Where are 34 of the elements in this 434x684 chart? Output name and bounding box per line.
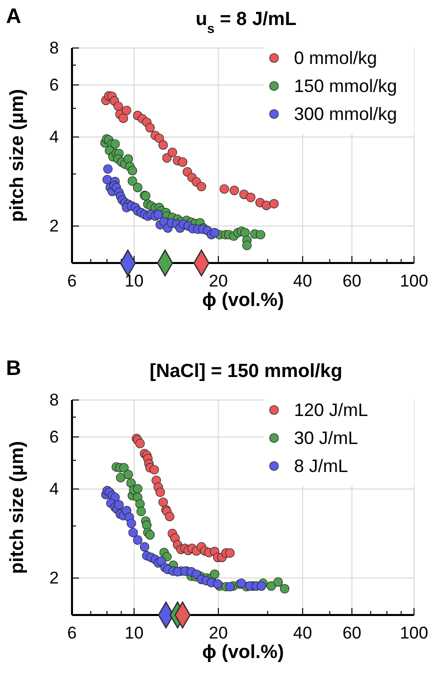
text: A: [6, 5, 22, 28]
legend-label: 8 J/mL: [294, 456, 348, 476]
y-tick-label: 2: [49, 568, 59, 588]
text: B: [6, 357, 22, 380]
y-tick-label: 8: [49, 390, 59, 410]
x-tick-label: 10: [124, 623, 144, 642]
legend-label: 300 mmol/kg: [294, 104, 398, 124]
chart-title: u$_{s}$ = 8 J/mL: [196, 9, 297, 36]
y-tick-label: 2: [49, 216, 59, 236]
y-tick-label: 6: [49, 427, 59, 446]
x-tick-label: 100: [400, 271, 428, 290]
x-tick-label: 6: [67, 271, 77, 290]
x-axis-title: ϕ (vol.%): [202, 290, 284, 311]
x-tick-label: 20: [208, 271, 228, 290]
y-tick-label: 4: [49, 127, 59, 146]
legend-label: 0 mmol/kg: [294, 48, 378, 68]
y-axis-title: pitch size (μm): [7, 88, 28, 222]
x-tick-label: 100: [400, 623, 428, 642]
y-tick-label: 8: [49, 38, 59, 58]
x-tick-label: 40: [293, 271, 312, 290]
x-tick-label: 60: [342, 271, 362, 290]
x-tick-label: 6: [67, 623, 77, 642]
legend-label: 30 J/mL: [294, 428, 358, 448]
chart-title: [NaCl] = 150 mmol/kg: [150, 361, 342, 382]
x-axis-title: ϕ (vol.%): [202, 642, 284, 663]
x-tick-label: 20: [208, 623, 228, 642]
x-tick-label: 40: [293, 623, 312, 642]
y-tick-label: 6: [49, 75, 59, 94]
x-tick-label: 10: [124, 271, 144, 290]
y-tick-label: 4: [49, 479, 59, 498]
legend-label: 150 mmol/kg: [294, 76, 398, 96]
x-tick-label: 60: [342, 623, 362, 642]
legend-label: 120 J/mL: [294, 400, 368, 420]
y-axis-title: pitch size (μm): [7, 440, 28, 574]
